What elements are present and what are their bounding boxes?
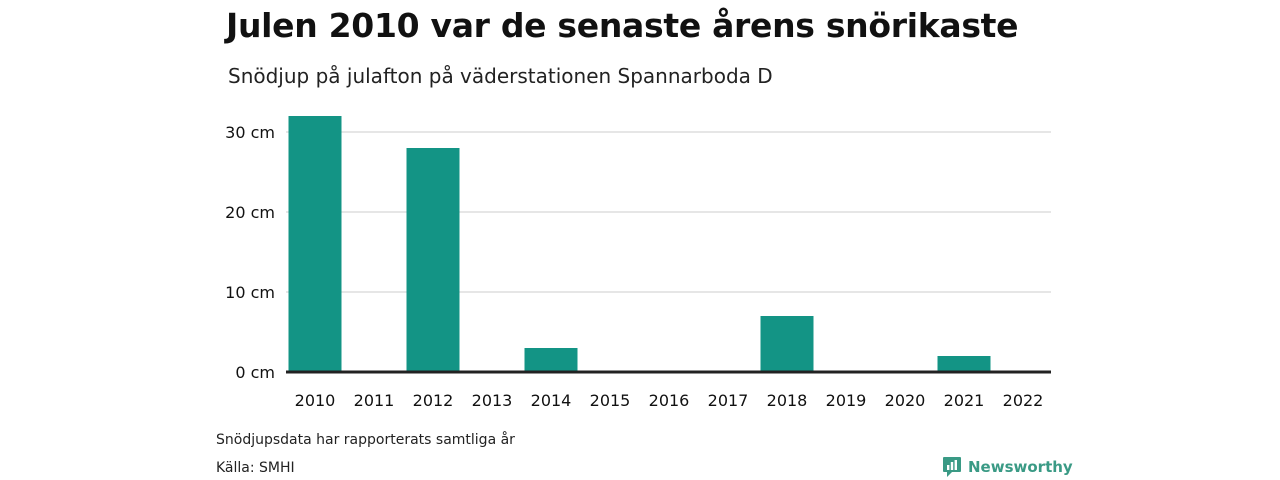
x-tick-label: 2012 bbox=[413, 391, 454, 410]
x-tick-label: 2019 bbox=[826, 391, 867, 410]
bar bbox=[524, 348, 578, 372]
x-tick-label: 2017 bbox=[708, 391, 749, 410]
x-tick-label: 2015 bbox=[590, 391, 631, 410]
y-tick-label: 20 cm bbox=[225, 203, 275, 222]
x-tick-label: 2016 bbox=[649, 391, 690, 410]
x-tick-label: 2013 bbox=[472, 391, 513, 410]
x-tick-label: 2011 bbox=[354, 391, 395, 410]
x-tick-label: 2014 bbox=[531, 391, 572, 410]
x-tick-label: 2020 bbox=[885, 391, 926, 410]
bar bbox=[406, 148, 460, 372]
y-tick-label: 30 cm bbox=[225, 123, 275, 142]
bar bbox=[937, 356, 991, 372]
chart-title: Julen 2010 var de senaste årens snörikas… bbox=[226, 6, 1019, 45]
bar bbox=[760, 316, 814, 372]
x-tick-label: 2022 bbox=[1003, 391, 1044, 410]
y-tick-label: 10 cm bbox=[225, 283, 275, 302]
brand-logo: Newsworthy bbox=[942, 456, 1073, 478]
x-tick-label: 2021 bbox=[944, 391, 985, 410]
bar bbox=[288, 116, 342, 372]
y-tick-label: 0 cm bbox=[235, 363, 275, 382]
bar-chart-speech-icon bbox=[943, 457, 961, 477]
chart-subtitle: Snödjup på julafton på väderstationen Sp… bbox=[228, 64, 773, 88]
source-label: Källa: SMHI bbox=[216, 460, 295, 476]
x-tick-label: 2010 bbox=[295, 391, 336, 410]
data-note: Snödjupsdata har rapporterats samtliga å… bbox=[216, 432, 515, 448]
x-tick-label: 2018 bbox=[767, 391, 808, 410]
brand-name: Newsworthy bbox=[968, 458, 1073, 476]
